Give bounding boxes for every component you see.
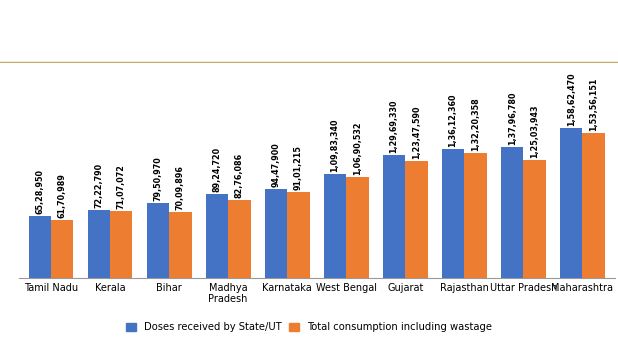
- Text: 1,37,96,780: 1,37,96,780: [507, 92, 517, 145]
- Text: 72,22,790: 72,22,790: [95, 163, 103, 208]
- Text: 1,25,03,943: 1,25,03,943: [530, 104, 539, 158]
- Bar: [28, 216, 51, 278]
- Bar: [464, 153, 487, 278]
- Text: Doses received and consumed by the states: Doses received and consumed by the state…: [6, 21, 452, 39]
- Text: 94,47,900: 94,47,900: [271, 142, 281, 187]
- Bar: [346, 177, 369, 278]
- Text: 1,58,62,470: 1,58,62,470: [567, 72, 576, 126]
- Bar: [51, 220, 74, 278]
- Text: 71,07,072: 71,07,072: [117, 164, 126, 209]
- Text: 1,09,83,340: 1,09,83,340: [331, 119, 339, 172]
- Bar: [501, 148, 523, 278]
- Bar: [324, 174, 346, 278]
- Text: 1,29,69,330: 1,29,69,330: [389, 100, 399, 153]
- Bar: [110, 211, 132, 278]
- Text: 79,50,970: 79,50,970: [153, 156, 163, 201]
- Text: 1,32,20,358: 1,32,20,358: [471, 97, 480, 151]
- Bar: [146, 203, 169, 278]
- Text: 91,01,215: 91,01,215: [294, 145, 303, 190]
- Legend: Doses received by State/UT, Total consumption including wastage: Doses received by State/UT, Total consum…: [125, 322, 493, 332]
- Text: 1,06,90,532: 1,06,90,532: [353, 121, 362, 175]
- Text: 89,24,720: 89,24,720: [213, 147, 221, 192]
- Bar: [383, 155, 405, 278]
- Text: 1,23,47,590: 1,23,47,590: [412, 106, 421, 159]
- Bar: [582, 133, 605, 278]
- Text: 61,70,989: 61,70,989: [57, 173, 67, 218]
- Bar: [228, 200, 250, 278]
- Bar: [523, 160, 546, 278]
- Bar: [206, 194, 228, 278]
- Bar: [88, 210, 110, 278]
- Bar: [442, 149, 464, 278]
- Bar: [560, 128, 582, 278]
- Bar: [287, 192, 310, 278]
- Text: (as on 28.04.2021, 8 am): (as on 28.04.2021, 8 am): [380, 25, 506, 35]
- Bar: [405, 161, 428, 278]
- Text: 65,28,950: 65,28,950: [35, 169, 44, 214]
- Text: 70,09,896: 70,09,896: [176, 165, 185, 210]
- Text: 1,36,12,360: 1,36,12,360: [449, 94, 457, 147]
- Bar: [169, 212, 192, 278]
- Bar: [265, 189, 287, 278]
- Text: 82,76,086: 82,76,086: [235, 153, 244, 198]
- Text: 1,53,56,151: 1,53,56,151: [589, 77, 598, 130]
